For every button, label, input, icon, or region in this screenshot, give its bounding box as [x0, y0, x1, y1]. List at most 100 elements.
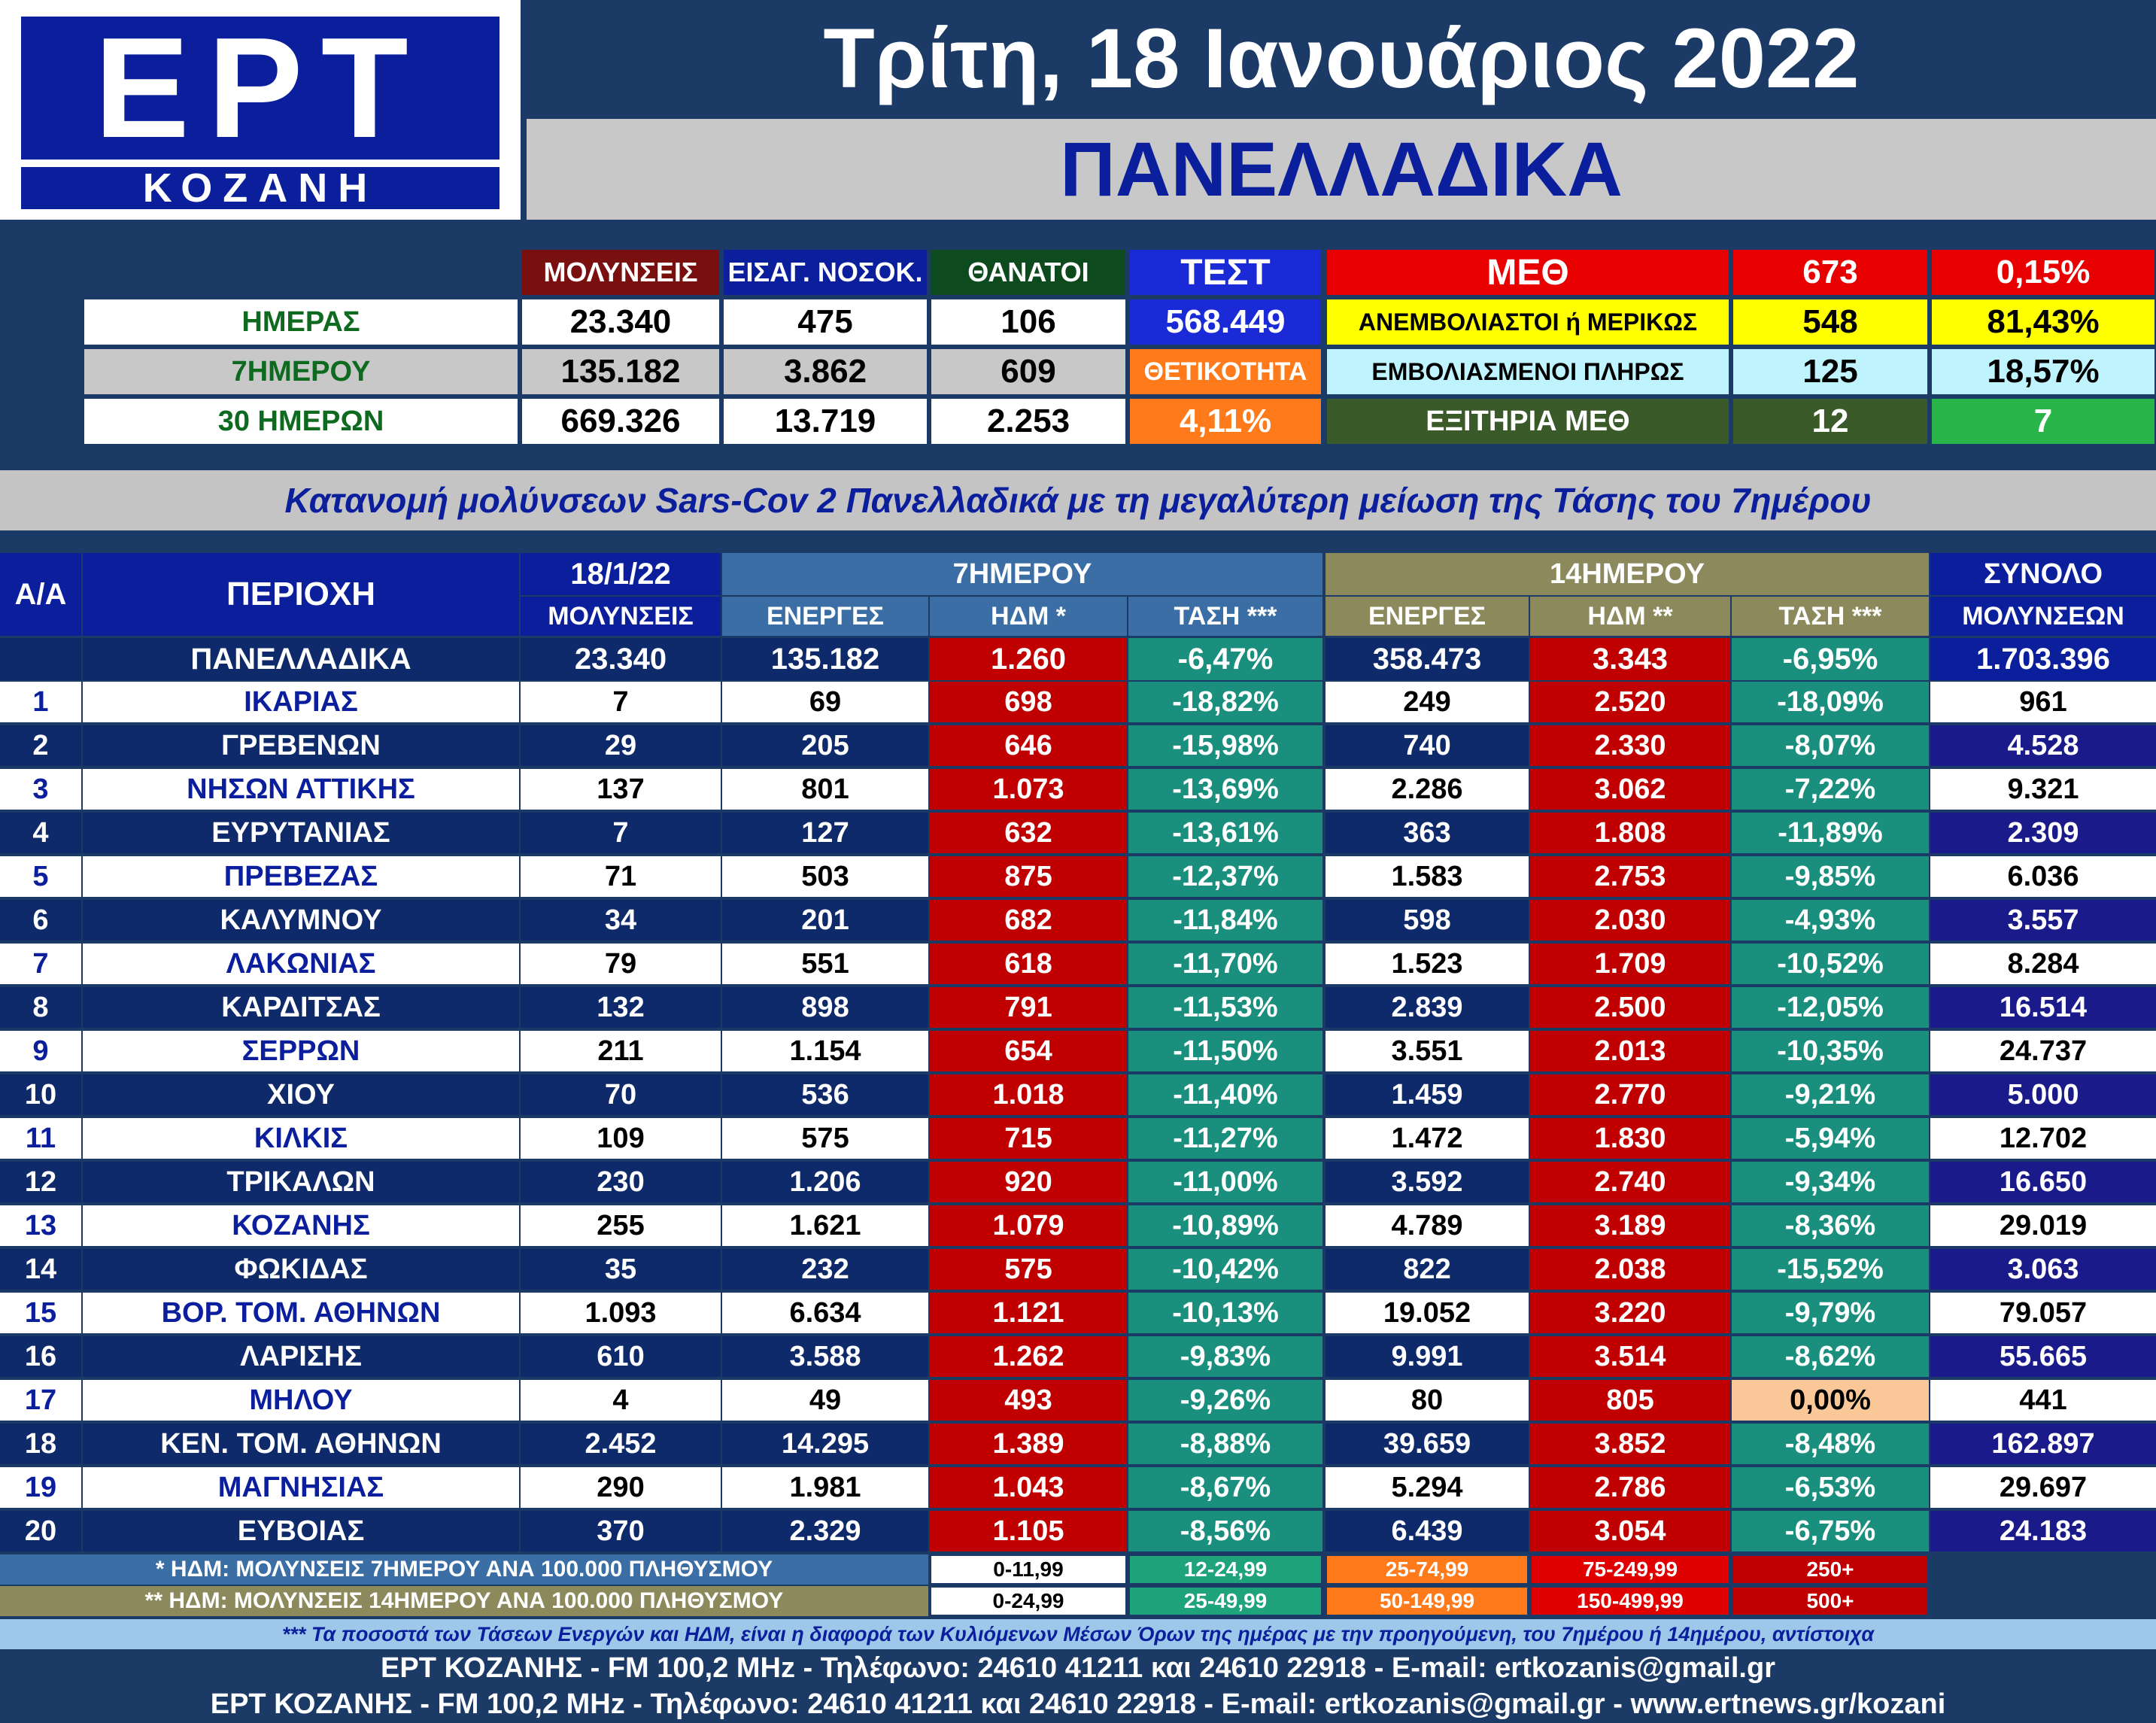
row-trend-14: -10,35%: [1732, 1031, 1929, 1073]
row-trend-14: 0,00%: [1732, 1380, 1929, 1422]
logo-ert: ΕΡΤ: [21, 17, 500, 160]
icu-pct: 18,57%: [1930, 348, 2156, 396]
icu-pct: 0,15%: [1930, 248, 2156, 296]
summary-value: 475: [722, 298, 928, 346]
header-total-sub: ΜΟΛΥΝΣΕΩΝ: [1930, 597, 2156, 636]
row-total: 3.557: [1930, 900, 2156, 942]
row-index: 13: [0, 1205, 81, 1247]
row-index: 4: [0, 813, 81, 855]
national-value: 135.182: [722, 638, 928, 680]
legend-range-7: 250+: [1732, 1554, 1929, 1585]
row-total: 29.697: [1930, 1467, 2156, 1509]
legend-range-14: 150-499,99: [1530, 1586, 1730, 1616]
row-trend-7: -11,50%: [1128, 1031, 1322, 1073]
row-active-7: 201: [722, 900, 928, 942]
summary-row-label: 30 ΗΜΕΡΩΝ: [83, 397, 519, 445]
row-area: ΧΙΟΥ: [83, 1074, 519, 1117]
row-hdm-14: 805: [1530, 1380, 1730, 1422]
row-area: ΕΥΡΥΤΑΝΙΑΣ: [83, 813, 519, 855]
row-hdm-7: 646: [930, 725, 1127, 767]
row-trend-7: -15,98%: [1128, 725, 1322, 767]
row-infections: 132: [521, 987, 721, 1029]
row-active-7: 3.588: [722, 1336, 928, 1378]
row-area: ΦΩΚΙΔΑΣ: [83, 1249, 519, 1291]
legend-range-7: 12-24,99: [1128, 1554, 1322, 1585]
header-14-sub: ΤΑΣΗ ***: [1732, 597, 1929, 636]
row-total: 29.019: [1930, 1205, 2156, 1247]
row-active-14: 9.991: [1325, 1336, 1529, 1378]
row-hdm-14: 2.030: [1530, 900, 1730, 942]
row-trend-7: -8,88%: [1128, 1424, 1322, 1466]
row-trend-14: -9,85%: [1732, 856, 1929, 898]
row-active-14: 6.439: [1325, 1511, 1529, 1553]
row-hdm-14: 3.220: [1530, 1293, 1730, 1335]
row-total: 6.036: [1930, 856, 2156, 898]
row-index: 3: [0, 769, 81, 811]
icu-value: 548: [1732, 298, 1929, 346]
row-trend-14: -4,93%: [1732, 900, 1929, 942]
row-infections: 29: [521, 725, 721, 767]
row-area: ΚΑΡΔΙΤΣΑΣ: [83, 987, 519, 1029]
legend-note-7: * ΗΔΜ: ΜΟΛΥΝΣΕΙΣ 7ΗΜΕΡΟΥ ΑΝΑ 100.000 ΠΛΗ…: [0, 1554, 928, 1585]
row-infections: 230: [521, 1162, 721, 1204]
row-area: ΜΗΛΟΥ: [83, 1380, 519, 1422]
row-area: ΒΟΡ. ΤΟΜ. ΑΘΗΝΩΝ: [83, 1293, 519, 1335]
logo: ΕΡΤ ΚΟΖΑΝΗ: [0, 0, 521, 220]
row-active-7: 898: [722, 987, 928, 1029]
row-total: 16.650: [1930, 1162, 2156, 1204]
row-infections: 71: [521, 856, 721, 898]
summary-col-header: ΜΟΛΥΝΣΕΙΣ: [521, 248, 721, 296]
row-active-7: 127: [722, 813, 928, 855]
header-group-7: 7ΗΜΕΡΟΥ: [722, 553, 1322, 595]
row-hdm-14: 2.770: [1530, 1074, 1730, 1117]
row-trend-7: -10,13%: [1128, 1293, 1322, 1335]
row-hdm-14: 3.514: [1530, 1336, 1730, 1378]
row-hdm-7: 575: [930, 1249, 1127, 1291]
row-trend-14: -15,52%: [1732, 1249, 1929, 1291]
footer-line-2: ΕΡΤ ΚΟΖΑΝΗΣ - FM 100,2 MHz - Τηλέφωνο: 2…: [0, 1687, 2156, 1721]
row-active-14: 740: [1325, 725, 1529, 767]
row-area: ΠΡΕΒΕΖΑΣ: [83, 856, 519, 898]
row-area: ΚΙΛΚΙΣ: [83, 1118, 519, 1160]
summary-value: 609: [930, 348, 1127, 396]
summary-row-label: ΗΜΕΡΑΣ: [83, 298, 519, 346]
row-area: ΜΑΓΝΗΣΙΑΣ: [83, 1467, 519, 1509]
row-active-7: 1.206: [722, 1162, 928, 1204]
row-index: 16: [0, 1336, 81, 1378]
row-hdm-7: 1.073: [930, 769, 1127, 811]
row-hdm-14: 2.740: [1530, 1162, 1730, 1204]
row-active-7: 503: [722, 856, 928, 898]
row-active-14: 1.523: [1325, 944, 1529, 986]
row-trend-14: -18,09%: [1732, 682, 1929, 724]
row-infections: 370: [521, 1511, 721, 1553]
row-area: ΚΟΖΑΝΗΣ: [83, 1205, 519, 1247]
row-active-14: 249: [1325, 682, 1529, 724]
header-7-sub: ΤΑΣΗ ***: [1128, 597, 1322, 636]
row-active-7: 14.295: [722, 1424, 928, 1466]
row-hdm-7: 493: [930, 1380, 1127, 1422]
row-active-14: 19.052: [1325, 1293, 1529, 1335]
row-trend-14: -11,89%: [1732, 813, 1929, 855]
row-active-14: 3.592: [1325, 1162, 1529, 1204]
row-active-7: 1.981: [722, 1467, 928, 1509]
row-trend-7: -11,27%: [1128, 1118, 1322, 1160]
row-trend-7: -10,89%: [1128, 1205, 1322, 1247]
legend-range-14: 50-149,99: [1325, 1586, 1529, 1616]
row-infections: 34: [521, 900, 721, 942]
row-index: 7: [0, 944, 81, 986]
header-group-14: 14ΗΜΕΡΟΥ: [1325, 553, 1929, 595]
row-trend-7: -11,00%: [1128, 1162, 1322, 1204]
national-value: 1.260: [930, 638, 1127, 680]
row-trend-7: -9,26%: [1128, 1380, 1322, 1422]
row-trend-14: -7,22%: [1732, 769, 1929, 811]
row-hdm-7: 920: [930, 1162, 1127, 1204]
row-active-7: 6.634: [722, 1293, 928, 1335]
row-hdm-7: 618: [930, 944, 1127, 986]
summary-value: 135.182: [521, 348, 721, 396]
row-active-14: 598: [1325, 900, 1529, 942]
icu-label: ΕΜΒΟΛΙΑΣΜΕΝΟΙ ΠΛΗΡΩΣ: [1325, 348, 1730, 396]
row-trend-14: -9,21%: [1732, 1074, 1929, 1117]
row-hdm-14: 3.062: [1530, 769, 1730, 811]
row-total: 24.183: [1930, 1511, 2156, 1553]
row-area: ΚΕΝ. ΤΟΜ. ΑΘΗΝΩΝ: [83, 1424, 519, 1466]
